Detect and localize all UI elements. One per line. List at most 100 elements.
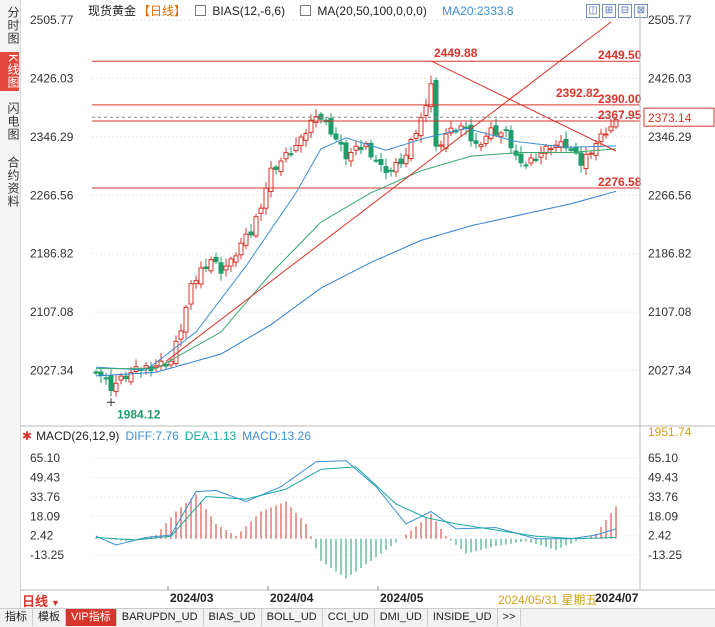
- candle[interactable]: [128, 366, 134, 385]
- candle[interactable]: [268, 160, 274, 198]
- candle[interactable]: [388, 167, 394, 177]
- candle[interactable]: [508, 125, 514, 154]
- candle[interactable]: [498, 130, 504, 144]
- candle[interactable]: [288, 147, 294, 157]
- gear-icon[interactable]: ✱: [22, 429, 33, 443]
- candle[interactable]: [338, 134, 344, 152]
- candle[interactable]: [443, 128, 449, 152]
- candle[interactable]: [98, 368, 104, 383]
- candle[interactable]: [183, 305, 189, 339]
- sidebar-tab-0[interactable]: 分时图: [6, 6, 20, 45]
- bottom-tab-0[interactable]: 指标: [0, 609, 33, 626]
- bottom-tab-9[interactable]: >>: [498, 609, 522, 626]
- candle[interactable]: [363, 141, 369, 151]
- candle[interactable]: [173, 335, 179, 366]
- sidebar-tab-3[interactable]: 合约资料: [6, 156, 20, 208]
- candle[interactable]: [468, 118, 474, 147]
- candle[interactable]: [318, 112, 324, 124]
- candle[interactable]: [143, 362, 149, 375]
- candle[interactable]: [223, 258, 229, 277]
- candle[interactable]: [368, 139, 374, 160]
- candle[interactable]: [263, 182, 269, 215]
- candle[interactable]: [383, 158, 389, 180]
- candle[interactable]: [378, 152, 384, 172]
- minimize-icon[interactable]: ⊟: [618, 4, 632, 18]
- candle[interactable]: [348, 148, 354, 167]
- candle[interactable]: [513, 144, 519, 161]
- bottom-tab-2[interactable]: VIP指标: [66, 609, 117, 626]
- candle[interactable]: [423, 98, 429, 123]
- candle[interactable]: [233, 252, 239, 268]
- candle[interactable]: [163, 361, 169, 370]
- candle[interactable]: [108, 369, 114, 397]
- candle[interactable]: [548, 144, 554, 156]
- candle[interactable]: [113, 375, 119, 397]
- candle[interactable]: [298, 134, 304, 153]
- candle[interactable]: [133, 359, 139, 374]
- candle[interactable]: [558, 135, 564, 152]
- candle[interactable]: [278, 157, 284, 177]
- candle[interactable]: [613, 116, 619, 130]
- candle[interactable]: [188, 279, 194, 310]
- bottom-tab-7[interactable]: DMI_UD: [375, 609, 428, 626]
- candle[interactable]: [483, 131, 489, 148]
- period-selector[interactable]: 日线 ▼: [22, 591, 60, 610]
- candle[interactable]: [568, 145, 574, 154]
- candle[interactable]: [178, 323, 184, 347]
- candle[interactable]: [493, 118, 499, 138]
- candle[interactable]: [258, 203, 264, 221]
- candle[interactable]: [313, 109, 319, 128]
- candle[interactable]: [198, 261, 204, 289]
- candle[interactable]: [353, 140, 359, 156]
- candle[interactable]: [438, 140, 444, 151]
- candle[interactable]: [93, 369, 99, 376]
- trend-line[interactable]: [430, 60, 617, 152]
- candle[interactable]: [208, 256, 214, 274]
- candle[interactable]: [453, 128, 459, 135]
- candle[interactable]: [138, 366, 144, 378]
- bias-toggle[interactable]: BIAS(12,-6,6): [195, 4, 291, 18]
- candle[interactable]: [293, 137, 299, 153]
- bottom-tab-3[interactable]: BARUPDN_UD: [117, 609, 204, 626]
- candle[interactable]: [463, 121, 469, 136]
- candle[interactable]: [308, 114, 314, 139]
- candle[interactable]: [328, 113, 334, 137]
- restore-icon[interactable]: ◫: [586, 4, 600, 18]
- candle[interactable]: [253, 213, 259, 239]
- candle[interactable]: [273, 164, 279, 175]
- candle[interactable]: [413, 129, 419, 141]
- candle[interactable]: [528, 153, 534, 166]
- candle[interactable]: [518, 146, 524, 168]
- candle[interactable]: [148, 361, 154, 377]
- candle[interactable]: [433, 77, 439, 152]
- candle[interactable]: [593, 139, 599, 161]
- trend-line[interactable]: [165, 21, 612, 362]
- candle[interactable]: [523, 161, 529, 169]
- candle[interactable]: [303, 129, 309, 147]
- grid-icon[interactable]: ⊞: [602, 4, 616, 18]
- candle[interactable]: [458, 122, 464, 138]
- candle[interactable]: [478, 141, 484, 152]
- bottom-tab-4[interactable]: BIAS_UD: [204, 609, 262, 626]
- candle[interactable]: [488, 121, 494, 142]
- bottom-tab-5[interactable]: BOLL_UD: [262, 609, 323, 626]
- candle[interactable]: [448, 120, 454, 136]
- candle[interactable]: [358, 140, 364, 155]
- bottom-tab-8[interactable]: INSIDE_UD: [428, 609, 498, 626]
- close-icon[interactable]: ⊠: [634, 4, 648, 18]
- candle[interactable]: [323, 116, 329, 126]
- candle[interactable]: [343, 140, 349, 166]
- candle[interactable]: [573, 142, 579, 156]
- candle[interactable]: [408, 137, 414, 162]
- candle[interactable]: [553, 140, 559, 153]
- candle[interactable]: [393, 157, 399, 178]
- candle[interactable]: [193, 275, 199, 289]
- candle[interactable]: [543, 143, 549, 160]
- candle[interactable]: [418, 112, 424, 143]
- bottom-tab-6[interactable]: CCI_UD: [323, 609, 375, 626]
- candle[interactable]: [583, 147, 589, 176]
- sidebar-tab-2[interactable]: 闪电图: [6, 102, 20, 141]
- candle[interactable]: [578, 147, 584, 173]
- candle[interactable]: [248, 223, 254, 238]
- candle[interactable]: [563, 131, 569, 152]
